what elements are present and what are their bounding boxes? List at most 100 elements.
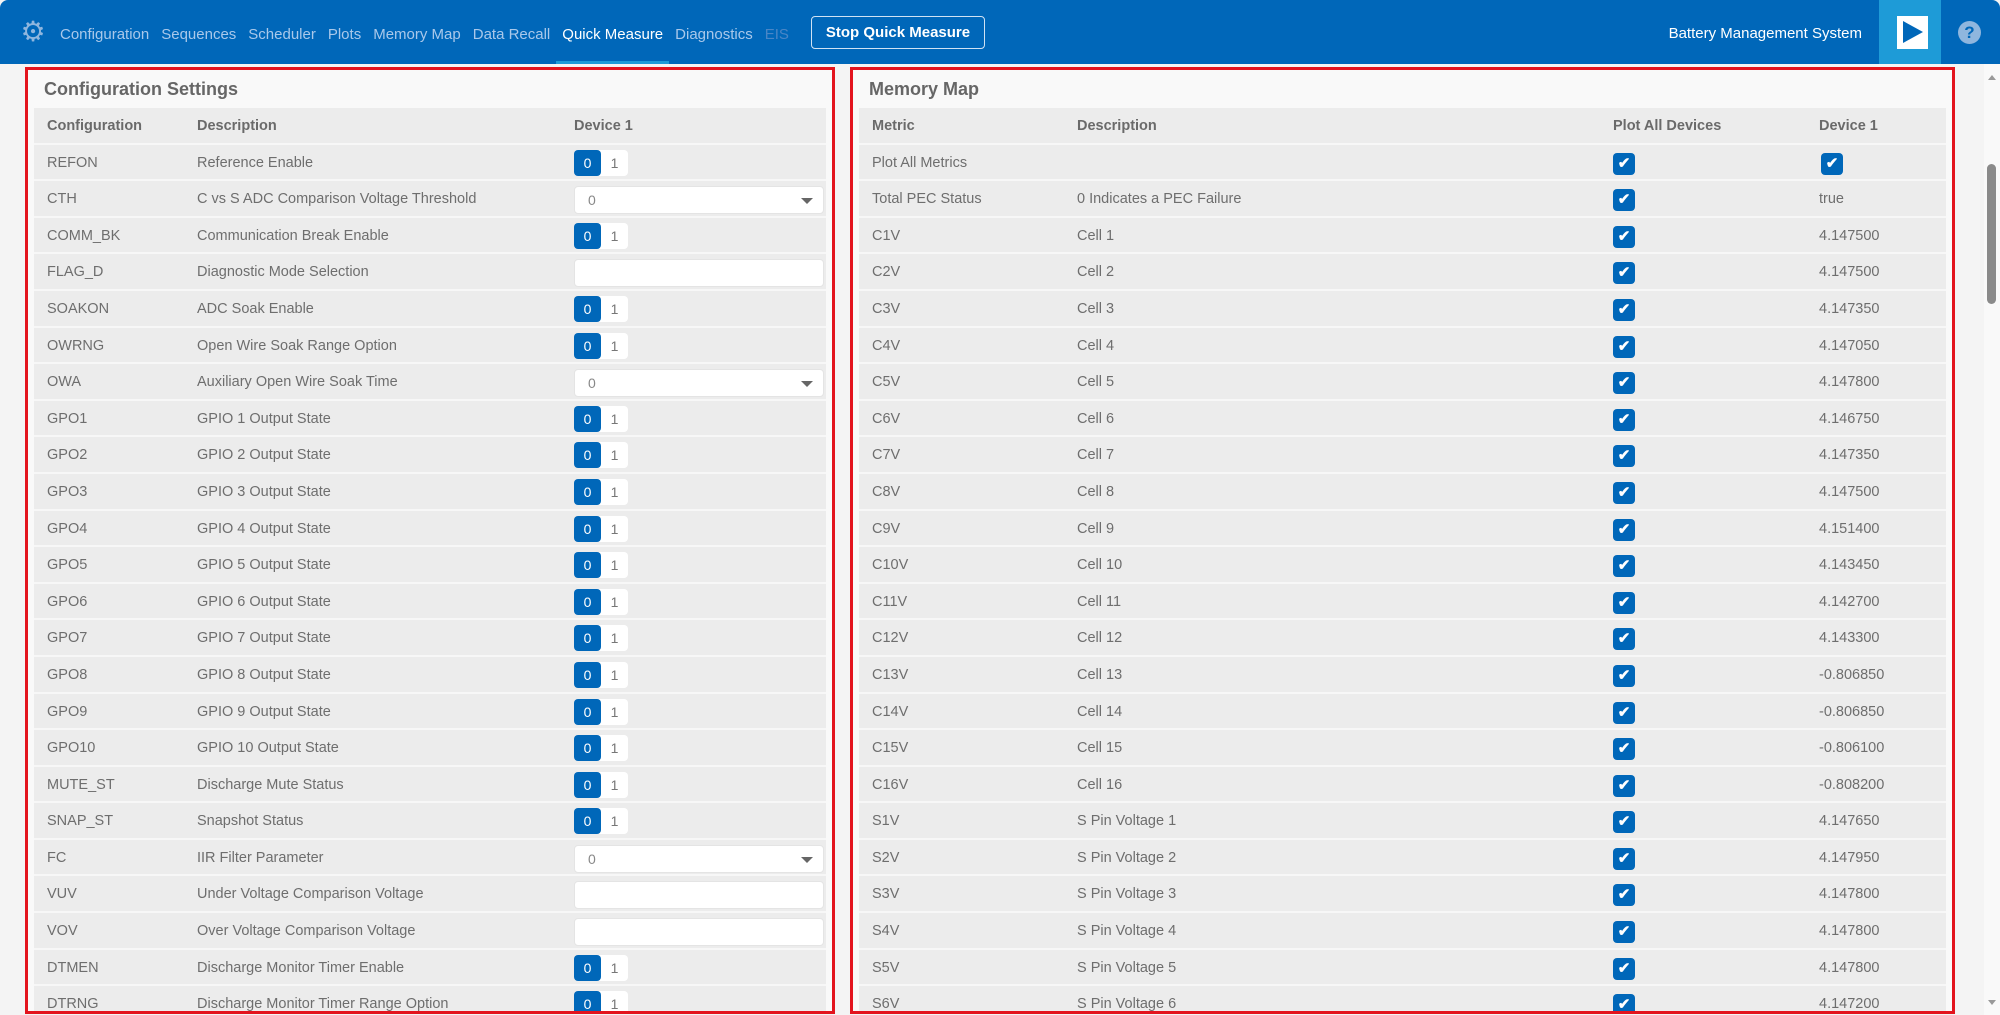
toggle-option-1[interactable]: 1 [610,776,619,793]
toggle-option-1[interactable]: 1 [610,813,619,830]
toggle-option-1[interactable]: 1 [610,630,619,647]
plot-checkbox[interactable]: ✔ [1613,628,1635,651]
tab-data-recall[interactable]: Data Recall [472,26,551,43]
toggle-option-1[interactable]: 1 [610,227,619,244]
toggle-option-0[interactable]: 0 [574,991,601,1011]
tab-sequences[interactable]: Sequences [161,26,237,43]
select-fc[interactable]: 0 [574,844,824,873]
toggle-option-1[interactable]: 1 [610,483,619,500]
tab-configuration[interactable]: Configuration [60,26,150,43]
plot-checkbox[interactable]: ✔ [1613,555,1635,578]
toggle-option-0[interactable]: 0 [574,698,601,725]
toggle-option-0[interactable]: 0 [574,478,601,505]
tab-plots[interactable]: Plots [327,26,362,43]
plot-checkbox[interactable]: ✔ [1613,152,1635,175]
plot-checkbox[interactable]: ✔ [1613,664,1635,687]
toggle-option-1[interactable]: 1 [610,447,619,464]
toggle-option-1[interactable]: 1 [610,154,619,171]
toggle-option-0[interactable]: 0 [574,552,601,579]
plot-checkbox[interactable]: ✔ [1613,481,1635,504]
tab-diagnostics[interactable]: Diagnostics [675,26,753,43]
plot-checkbox[interactable]: ✔ [1613,591,1635,614]
plot-checkbox[interactable]: ✔ [1613,298,1635,321]
plot-checkbox[interactable]: ✔ [1613,262,1635,285]
toggle-option-0[interactable]: 0 [574,332,601,359]
plot-checkbox[interactable]: ✔ [1613,408,1635,431]
toggle-option-0[interactable]: 0 [574,661,601,688]
select-cth[interactable]: 0 [574,186,824,215]
tab-quick-measure[interactable]: Quick Measure [556,0,670,64]
toggle-option-0[interactable]: 0 [574,954,601,981]
toggle-option-1[interactable]: 1 [610,959,619,976]
toggle-option-0[interactable]: 0 [574,222,601,249]
help-icon[interactable]: ? [1958,21,1981,44]
plot-checkbox[interactable]: ✔ [1613,774,1635,797]
toggle-option-1[interactable]: 1 [610,666,619,683]
select-owa[interactable]: 0 [574,369,824,398]
plot-checkbox[interactable]: ✔ [1613,847,1635,870]
input-vuv[interactable] [574,881,824,910]
plot-checkbox[interactable]: ✔ [1613,738,1635,761]
toggle-option-0[interactable]: 0 [574,771,601,798]
toggle-option-0[interactable]: 0 [574,625,601,652]
toggle-option-1[interactable]: 1 [610,557,619,574]
plot-checkbox[interactable]: ✔ [1613,225,1635,248]
plot-checkbox[interactable]: ✔ [1613,335,1635,358]
scroll-down-icon[interactable] [1988,1000,1996,1005]
toggle-option-0[interactable]: 0 [574,295,601,322]
toggle-option-1[interactable]: 1 [610,410,619,427]
toggle-option-1[interactable]: 1 [610,300,619,317]
page-scrollbar[interactable] [1984,64,2000,1015]
plot-checkbox[interactable]: ✔ [1613,701,1635,724]
scroll-up-icon[interactable] [1988,75,1996,80]
plot-checkbox[interactable]: ✔ [1613,445,1635,468]
tab-scheduler[interactable]: Scheduler [248,26,316,43]
input-flag_d[interactable] [574,259,824,288]
plot-checkbox[interactable]: ✔ [1613,518,1635,541]
toggle-option-1[interactable]: 1 [610,703,619,720]
toggle-option-0[interactable]: 0 [574,735,601,762]
stop-quick-measure-button[interactable]: Stop Quick Measure [810,15,986,49]
toggle-option-1[interactable]: 1 [610,996,619,1013]
toggle-option-1[interactable]: 1 [610,593,619,610]
toggle-option-0[interactable]: 0 [574,515,601,542]
device1-checkbox[interactable]: ✔ [1821,152,1843,175]
toggle-option-1[interactable]: 1 [610,740,619,757]
toggle-option-0[interactable]: 0 [574,405,601,432]
plot-checkbox[interactable]: ✔ [1613,957,1635,980]
toggle-option-0[interactable]: 0 [574,808,601,835]
gear-icon[interactable]: ⚙ [20,16,46,47]
toggle-option-0[interactable]: 0 [574,149,601,176]
plot-checkbox[interactable]: ✔ [1613,921,1635,944]
plot-checkbox[interactable]: ✔ [1613,994,1635,1011]
toggle-option-0[interactable]: 0 [574,588,601,615]
tab-memory-map[interactable]: Memory Map [373,26,461,43]
plot-checkbox[interactable]: ✔ [1613,189,1635,212]
input-vov[interactable] [574,918,824,947]
toggle-option-1[interactable]: 1 [610,337,619,354]
toggle-option-0[interactable]: 0 [574,442,601,469]
scroll-thumb[interactable] [1987,164,1996,304]
plot-checkbox[interactable]: ✔ [1613,811,1635,834]
play-button[interactable] [1879,0,1941,64]
plot-checkbox[interactable]: ✔ [1613,884,1635,907]
toggle-option-1[interactable]: 1 [610,520,619,537]
